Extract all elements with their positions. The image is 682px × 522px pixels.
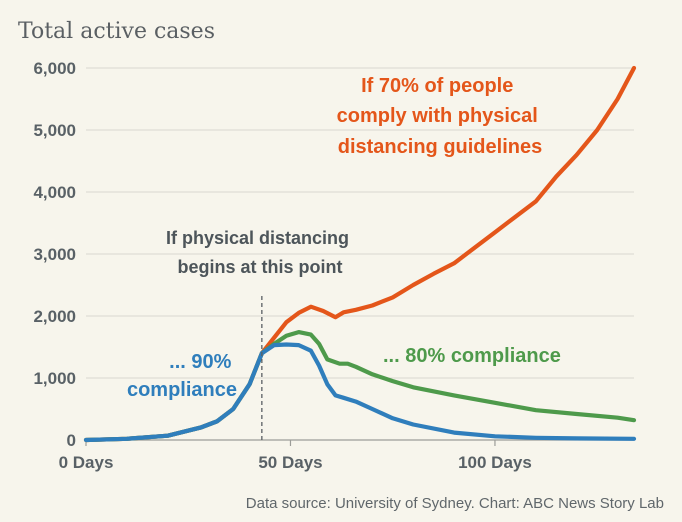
y-tick-label-1000: 1,000 bbox=[33, 369, 76, 388]
orange-label-line-3: distancing guidelines bbox=[338, 136, 542, 158]
orange-series-label: If 70% of people comply with physical di… bbox=[337, 75, 544, 158]
series-lines bbox=[83, 65, 637, 443]
series-line-90-percent bbox=[83, 342, 637, 443]
x-tick-label-100: 100 Days bbox=[458, 453, 532, 472]
y-tick-label-2000: 2,000 bbox=[33, 307, 76, 326]
gridlines bbox=[86, 67, 634, 441]
orange-label-line-1: If 70% of people bbox=[361, 75, 513, 97]
y-tick-label-4000: 4,000 bbox=[33, 183, 76, 202]
y-tick-label-3000: 3,000 bbox=[33, 245, 76, 264]
green-series-label: ... 80% compliance bbox=[383, 345, 561, 367]
x-tick-label-0: 0 Days bbox=[59, 453, 114, 472]
chart-title: Total active cases bbox=[18, 19, 215, 44]
x-tick-label-50: 50 Days bbox=[258, 453, 322, 472]
blue-series-label: ... 90% compliance bbox=[127, 351, 237, 401]
y-tick-label-5000: 5,000 bbox=[33, 121, 76, 140]
distancing-label-line-2: begins at this point bbox=[178, 257, 343, 277]
source-note: Data source: University of Sydney. Chart… bbox=[246, 495, 664, 512]
blue-label-line-2: compliance bbox=[127, 379, 237, 401]
distancing-label: If physical distancing begins at this po… bbox=[166, 228, 354, 277]
orange-label-line-2: comply with physical bbox=[337, 105, 538, 127]
y-tick-label-0: 0 bbox=[67, 431, 76, 450]
y-tick-label-6000: 6,000 bbox=[33, 59, 76, 78]
y-axis-ticks: 0 1,000 2,000 3,000 4,000 5,000 6,000 bbox=[33, 59, 76, 450]
distancing-label-line-1: If physical distancing bbox=[166, 228, 349, 248]
blue-label-line-1: ... 90% bbox=[169, 351, 231, 373]
x-axis-ticks: 0 Days 50 Days 100 Days bbox=[59, 440, 532, 472]
